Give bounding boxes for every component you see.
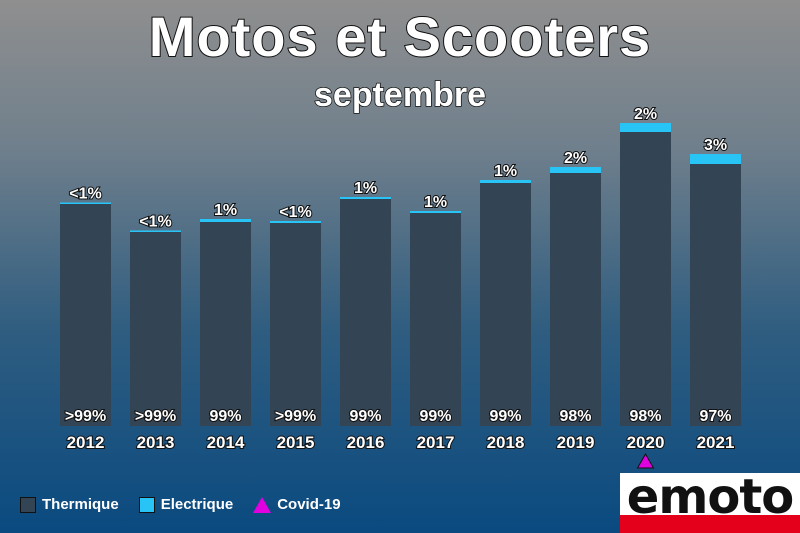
logo-red-bar: [620, 515, 800, 533]
x-tick-2015: 2015: [277, 433, 315, 452]
label-thermique-2016: 99%: [349, 408, 381, 425]
label-electrique-2014: 1%: [214, 202, 237, 219]
x-tick-2012: 2012: [67, 433, 105, 452]
label-thermique-2021: 97%: [699, 408, 731, 425]
label-electrique-2018: 1%: [494, 163, 517, 180]
bar-electrique-2015: [270, 221, 321, 223]
legend-item-thermique: Thermique: [20, 496, 119, 513]
bar-electrique-2016: [340, 197, 391, 199]
label-electrique-2017: 1%: [424, 194, 447, 211]
bar-electrique-2019: [550, 167, 601, 173]
x-tick-2018: 2018: [487, 433, 525, 452]
bar-electrique-2012: [60, 202, 111, 204]
label-thermique-2018: 99%: [489, 408, 521, 425]
label-thermique-2017: 99%: [419, 408, 451, 425]
chart-title: Motos et Scooters: [148, 4, 652, 69]
legend-label-electrique: Electrique: [160, 496, 234, 513]
bar-thermique-2020: [620, 132, 671, 426]
bar-electrique-2013: [130, 230, 181, 232]
bar-thermique-2017: [410, 213, 461, 426]
bar-electrique-2018: [480, 180, 531, 183]
label-electrique-2016: 1%: [354, 180, 377, 197]
label-electrique-2012: <1%: [69, 186, 101, 203]
bar-thermique-2016: [340, 199, 391, 426]
legend-label-thermique: Thermique: [42, 496, 119, 513]
bar-electrique-2017: [410, 211, 461, 213]
label-electrique-2019: 2%: [564, 150, 587, 167]
label-electrique-2015: <1%: [279, 204, 311, 221]
bar-electrique-2014: [200, 219, 251, 222]
bar-thermique-2014: [200, 222, 251, 426]
chart-subtitle: septembre: [313, 75, 486, 115]
emoto-logo: emoto: [620, 473, 800, 533]
x-tick-2020: 2020: [627, 433, 665, 452]
bar-electrique-2020: [620, 123, 671, 132]
legend-label-covid: Covid-19: [277, 496, 341, 513]
legend-item-electrique: Electrique: [138, 496, 234, 513]
covid-triangle-icon: [253, 496, 272, 513]
bar-thermique-2015: [270, 223, 321, 426]
label-thermique-2014: 99%: [209, 408, 241, 425]
x-tick-2021: 2021: [697, 433, 735, 452]
x-tick-2017: 2017: [417, 433, 455, 452]
x-tick-2014: 2014: [207, 433, 245, 452]
label-thermique-2015: >99%: [275, 408, 316, 425]
x-tick-2019: 2019: [557, 433, 595, 452]
label-thermique-2013: >99%: [135, 408, 176, 425]
label-thermique-2019: 98%: [559, 408, 591, 425]
label-electrique-2021: 3%: [704, 137, 727, 154]
bar-thermique-2018: [480, 183, 531, 426]
bar-thermique-2019: [550, 173, 601, 426]
bar-thermique-2013: [130, 232, 181, 426]
x-tick-2013: 2013: [137, 433, 175, 452]
bar-electrique-2021: [690, 154, 741, 164]
thermique-swatch: [20, 496, 36, 513]
bar-thermique-2012: [60, 204, 111, 426]
label-electrique-2013: <1%: [139, 214, 171, 231]
bar-thermique-2021: [690, 164, 741, 426]
legend-item-covid: Covid-19: [253, 496, 341, 513]
label-electrique-2020: 2%: [634, 106, 657, 123]
label-thermique-2012: >99%: [65, 408, 106, 425]
legend: Thermique Electrique Covid-19: [20, 496, 361, 513]
x-tick-2016: 2016: [347, 433, 385, 452]
covid-marker-2020: [636, 452, 655, 469]
label-thermique-2020: 98%: [629, 408, 661, 425]
electrique-swatch: [138, 496, 155, 513]
